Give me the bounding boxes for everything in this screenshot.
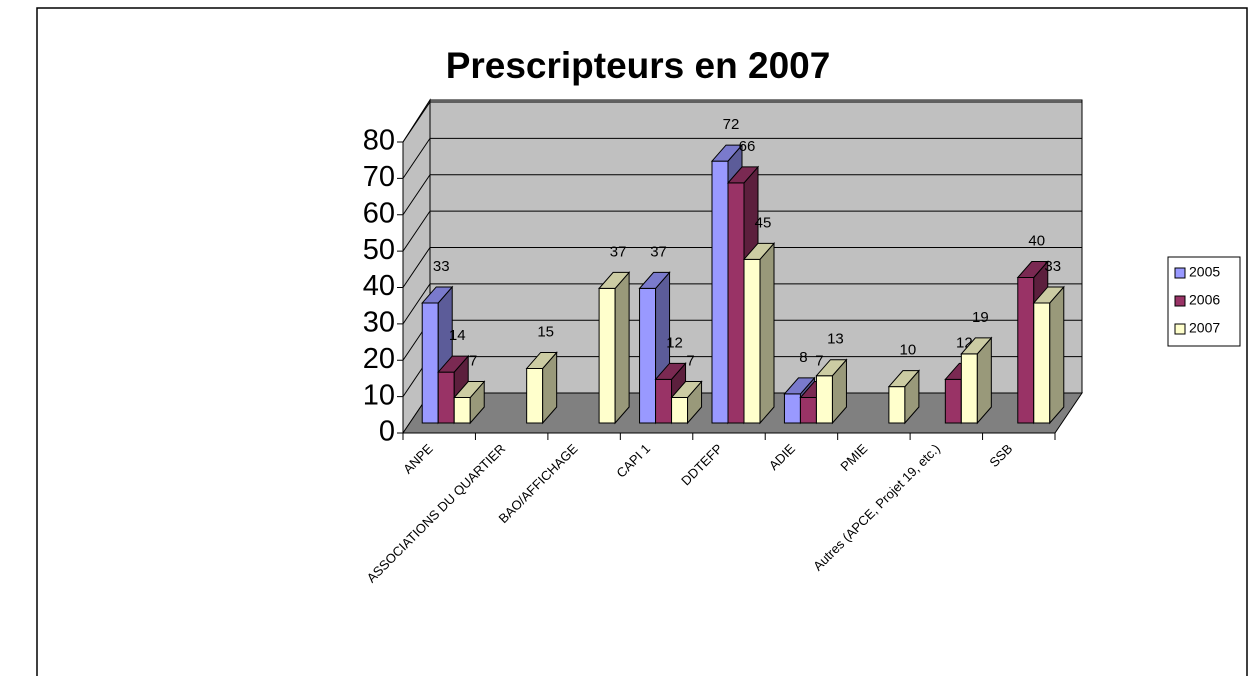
data-label: 72 [723, 116, 740, 133]
data-label: 33 [1044, 258, 1061, 275]
y-tick-label: 40 [363, 270, 395, 302]
data-label: 40 [1028, 232, 1045, 249]
data-label: 66 [739, 138, 756, 155]
legend-swatch [1174, 295, 1186, 307]
bar-face [654, 362, 687, 380]
legend-swatch [1174, 267, 1186, 279]
chart-title: Prescripteurs en 2007 [446, 45, 831, 86]
bar-face [743, 258, 761, 424]
bar-face [614, 271, 630, 425]
bar-face [421, 302, 439, 424]
grid-line [402, 210, 431, 252]
bar [960, 336, 993, 425]
bar-face [437, 371, 455, 424]
data-label: 8 [799, 349, 807, 366]
data-label: 45 [755, 214, 772, 231]
bar [598, 271, 631, 425]
data-label: 14 [449, 327, 466, 344]
grid-line [402, 138, 431, 179]
data-label: 33 [433, 258, 450, 275]
legend-label: 2007 [1189, 320, 1220, 336]
bar-face [742, 242, 776, 260]
bar [1032, 285, 1065, 425]
bar-face [598, 271, 631, 289]
bar-face [453, 397, 471, 424]
bar [453, 380, 486, 425]
y-tick-label: 70 [363, 161, 395, 193]
bar-face [1017, 277, 1035, 424]
bar-face [944, 378, 962, 424]
bar-face [671, 397, 689, 424]
data-label: 37 [610, 243, 627, 260]
data-label: 13 [827, 331, 844, 348]
grid-line [402, 174, 431, 216]
bar-face [887, 370, 920, 388]
bar-face [960, 353, 978, 424]
y-tick-label: 60 [363, 197, 395, 229]
bar-face [1016, 261, 1049, 278]
bar [525, 351, 558, 425]
data-label: 7 [686, 353, 694, 370]
y-tick-label: 10 [363, 379, 395, 411]
bar-face [710, 144, 744, 162]
data-label: 37 [650, 243, 667, 260]
bar [742, 241, 776, 425]
bar-face [1032, 286, 1065, 304]
data-label: 10 [900, 342, 917, 359]
bar-face [711, 160, 729, 424]
data-label: 15 [537, 323, 554, 340]
bar-face [783, 393, 801, 424]
bar-face [815, 359, 848, 377]
grid-line [402, 283, 431, 325]
bar [887, 369, 920, 425]
data-label: 12 [666, 334, 683, 351]
bar-face [726, 166, 760, 184]
bar-face [598, 287, 616, 424]
bar-face [960, 337, 993, 355]
bar-face [815, 375, 833, 424]
bar-face [638, 271, 671, 289]
bar-face [437, 355, 470, 373]
bar-face [759, 241, 775, 425]
bar-face [1033, 302, 1051, 424]
grid-line [402, 101, 431, 143]
bar-face [453, 381, 486, 399]
data-label: 7 [815, 353, 823, 370]
legend-label: 2005 [1189, 264, 1220, 280]
bar-face [526, 367, 544, 424]
legend-label: 2006 [1189, 292, 1220, 308]
y-tick-label: 80 [363, 125, 395, 157]
bar-face [783, 377, 816, 395]
data-label: 7 [469, 353, 477, 370]
bar-face [670, 381, 703, 399]
bar-face [888, 386, 906, 424]
grid-line [402, 247, 431, 288]
y-tick-label: 0 [379, 416, 395, 448]
data-label: 19 [972, 309, 989, 326]
y-tick-label: 50 [363, 234, 395, 266]
y-tick-label: 30 [363, 307, 395, 339]
bar-face [525, 351, 558, 369]
legend-swatch [1174, 323, 1186, 335]
bar-face [421, 286, 454, 304]
bar-face [655, 378, 673, 424]
bar-face [1049, 285, 1065, 425]
bar [670, 380, 703, 425]
bar-face [639, 287, 657, 424]
bar [815, 358, 848, 425]
bar-face [727, 182, 745, 424]
y-tick-label: 20 [363, 343, 395, 375]
bar-face [799, 397, 817, 424]
